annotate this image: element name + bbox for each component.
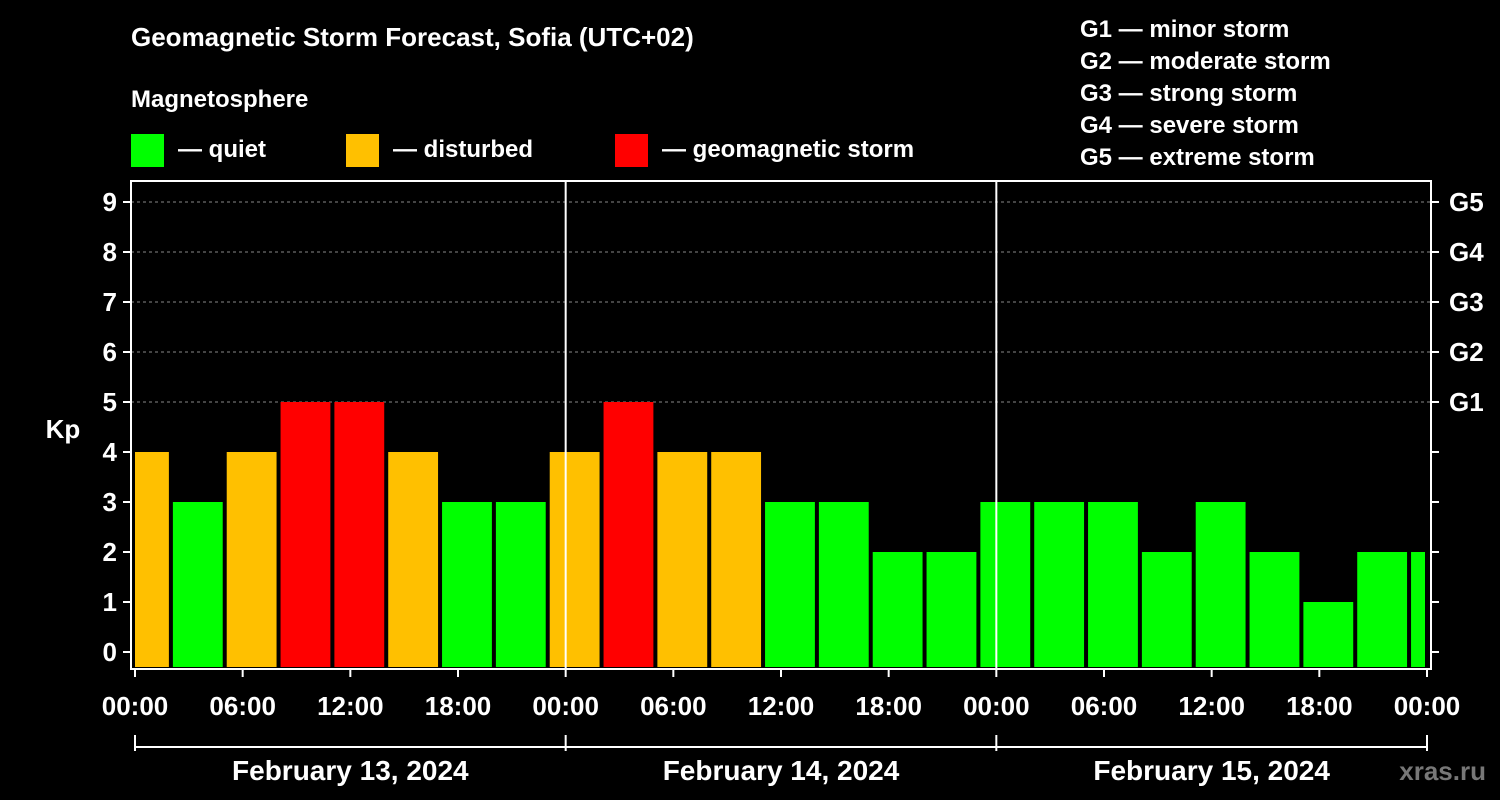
kp-bar	[818, 502, 869, 667]
kp-bar	[442, 502, 492, 667]
x-tick-label: 00:00	[1394, 691, 1461, 721]
legend-label-disturbed: — disturbed	[393, 136, 534, 163]
storm-level-g1: G1 — minor storm	[1080, 16, 1290, 43]
legend-item-storm: — geomagnetic storm	[615, 133, 914, 167]
y-tick-label: 1	[103, 587, 117, 617]
kp-bar	[1249, 552, 1300, 667]
storm-level-list: G1 — minor storm G2 — moderate storm G3 …	[1080, 14, 1331, 174]
x-tick-label: 06:00	[640, 691, 707, 721]
kp-bar	[280, 402, 331, 667]
storm-level-tick-label: G5	[1449, 187, 1484, 217]
storm-level-g3: G3 — strong storm	[1080, 80, 1298, 107]
kp-bar	[1303, 602, 1354, 667]
x-tick-label: 06:00	[1071, 691, 1138, 721]
y-tick-label: 3	[103, 487, 117, 517]
kp-bar	[1141, 552, 1192, 667]
kp-bar	[388, 452, 439, 667]
day-label: February 14, 2024	[663, 755, 900, 786]
legend-swatch-quiet	[131, 133, 164, 167]
x-tick-label: 12:00	[1178, 691, 1245, 721]
kp-bar	[765, 502, 815, 667]
x-tick-label: 00:00	[532, 691, 599, 721]
storm-level-g4: G4 — severe storm	[1080, 112, 1299, 139]
x-tick-label: 18:00	[1286, 691, 1353, 721]
x-tick-label: 18:00	[855, 691, 922, 721]
kp-bar	[1088, 502, 1138, 667]
legend-item-quiet: — quiet	[131, 133, 266, 167]
kp-bar	[872, 552, 923, 667]
y-tick-label: 0	[103, 637, 117, 667]
kp-bar	[495, 502, 546, 667]
y-tick-label: 2	[103, 537, 117, 567]
storm-level-tick-label: G3	[1449, 287, 1484, 317]
x-tick-label: 00:00	[963, 691, 1030, 721]
kp-bar	[135, 452, 169, 667]
y-tick-label: 7	[103, 287, 117, 317]
kp-bar	[334, 402, 385, 667]
y-tick-label: 4	[103, 437, 118, 467]
kp-bar	[980, 502, 1031, 667]
kp-bar	[657, 452, 708, 667]
legend-label-storm: — geomagnetic storm	[662, 136, 915, 163]
kp-bar	[1357, 552, 1408, 667]
storm-level-g5: G5 — extreme storm	[1080, 144, 1315, 171]
x-tick-label: 12:00	[317, 691, 384, 721]
kp-bar	[1411, 552, 1425, 667]
legend-subtitle: Magnetosphere	[131, 86, 309, 113]
watermark: xras.ru	[1399, 756, 1486, 786]
legend-swatch-disturbed	[346, 133, 379, 167]
kp-bar	[926, 552, 977, 667]
kp-bar	[711, 452, 762, 667]
x-tick-label: 06:00	[209, 691, 276, 721]
y-tick-label: 8	[103, 237, 117, 267]
kp-bar	[603, 402, 654, 667]
x-tick-label: 00:00	[102, 691, 169, 721]
legend-label-quiet: — quiet	[178, 136, 266, 163]
x-tick-label: 18:00	[425, 691, 492, 721]
storm-level-g2: G2 — moderate storm	[1080, 48, 1331, 75]
kp-bar	[1195, 502, 1246, 667]
y-tick-label: 6	[103, 337, 117, 367]
x-tick-label: 12:00	[748, 691, 815, 721]
kp-bar	[549, 452, 600, 667]
kp-bar	[226, 452, 277, 667]
y-tick-label: 5	[103, 387, 117, 417]
legend-swatch-storm	[615, 133, 648, 167]
kp-bar	[172, 502, 223, 667]
y-axis-label: Kp	[46, 414, 81, 444]
legend-item-disturbed: — disturbed	[346, 133, 533, 167]
kp-bar	[1034, 502, 1085, 667]
y-tick-label: 9	[103, 187, 117, 217]
chart-title: Geomagnetic Storm Forecast, Sofia (UTC+0…	[131, 22, 694, 52]
day-label: February 13, 2024	[232, 755, 469, 786]
day-label: February 15, 2024	[1093, 755, 1330, 786]
storm-level-tick-label: G2	[1449, 337, 1484, 367]
storm-level-tick-label: G4	[1449, 237, 1484, 267]
storm-level-tick-label: G1	[1449, 387, 1484, 417]
